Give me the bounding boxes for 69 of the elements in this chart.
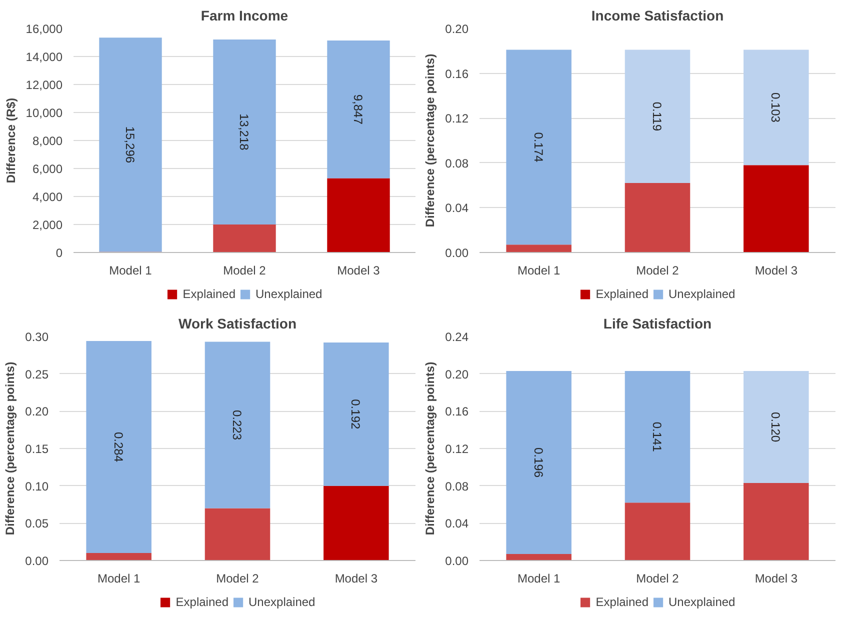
y-tick-label: 0 (56, 246, 63, 260)
y-axis-title: Difference (percentage points) (3, 362, 18, 536)
chart-title: Life Satisfaction (603, 316, 712, 332)
chart-title: Farm Income (200, 8, 288, 24)
legend-label: Explained (596, 287, 648, 301)
y-tick-label: 0.08 (445, 479, 469, 494)
y-tick-label: 16,000 (26, 22, 63, 36)
legend-label: Unexplained (668, 595, 736, 609)
y-axis-title: Difference (percentage points) (423, 362, 438, 536)
data-label: 0.192 (348, 399, 363, 430)
data-label: 0.284 (111, 432, 126, 462)
legend-label: Unexplained (668, 287, 736, 301)
data-label: 0.103 (768, 92, 783, 123)
y-tick-label: 0.15 (25, 442, 49, 456)
data-label: 13,218 (237, 114, 251, 151)
y-tick-label: 0.16 (445, 404, 469, 419)
x-tick-label: Model 3 (334, 572, 378, 586)
y-axis-title: Difference (R$) (4, 98, 18, 184)
x-tick-label: Model 1 (109, 264, 152, 278)
y-tick-label: 2,000 (32, 218, 63, 232)
data-label: 0.141 (650, 422, 664, 452)
y-axis-title: Difference (percentage points) (423, 54, 438, 228)
x-tick-label: Model 2 (636, 264, 680, 278)
y-tick-label: 0.04 (445, 201, 469, 216)
legend-label: Unexplained (248, 595, 316, 609)
y-tick-label: 0.12 (445, 112, 469, 126)
y-tick-label: 0.04 (445, 516, 469, 531)
x-tick-label: Model 2 (216, 572, 260, 586)
y-tick-label: 0.30 (25, 330, 49, 344)
data-label: 0.174 (531, 132, 546, 163)
x-tick-label: Model 1 (517, 572, 561, 586)
y-tick-label: 10,000 (26, 106, 63, 120)
y-tick-label: 0.00 (445, 246, 469, 260)
y-tick-label: 4,000 (32, 190, 63, 204)
legend-label: Explained (182, 287, 236, 301)
x-tick-label: Model 2 (223, 264, 266, 278)
chart-title: Income Satisfaction (591, 8, 724, 24)
y-tick-label: 0.20 (445, 367, 469, 382)
legend-label: Explained (596, 595, 648, 609)
y-tick-label: 6,000 (32, 162, 63, 176)
y-tick-label: 0.12 (445, 442, 469, 456)
y-tick-label: 0.08 (445, 156, 469, 170)
data-label: 0.223 (230, 410, 244, 440)
data-label: 9,847 (351, 94, 365, 125)
x-tick-label: Model 3 (754, 264, 798, 278)
legend-label: Explained (176, 595, 228, 609)
y-tick-label: 12,000 (26, 78, 63, 92)
y-tick-label: 0.20 (25, 404, 49, 419)
y-tick-label: 0.10 (25, 479, 49, 494)
x-tick-label: Model 3 (337, 264, 380, 278)
chart-title: Work Satisfaction (178, 316, 297, 332)
y-tick-label: 0.05 (25, 516, 49, 531)
y-tick-label: 0.24 (445, 330, 469, 344)
x-tick-label: Model 1 (517, 264, 561, 278)
y-tick-label: 8,000 (32, 134, 63, 148)
y-tick-label: 0.25 (25, 367, 49, 382)
y-tick-label: 0.16 (445, 66, 469, 81)
legend-label: Unexplained (256, 287, 322, 301)
data-label: 0.119 (650, 102, 664, 132)
data-label: 15,296 (123, 126, 137, 164)
data-label: 0.120 (768, 412, 783, 442)
data-label: 0.196 (531, 447, 546, 478)
y-tick-label: 0.20 (445, 22, 469, 36)
y-tick-label: 0.00 (445, 554, 469, 568)
y-tick-label: 14,000 (26, 50, 63, 64)
x-tick-label: Model 1 (97, 572, 141, 586)
x-tick-label: Model 2 (636, 572, 680, 586)
x-tick-label: Model 3 (754, 572, 798, 586)
y-tick-label: 0.00 (25, 554, 49, 568)
